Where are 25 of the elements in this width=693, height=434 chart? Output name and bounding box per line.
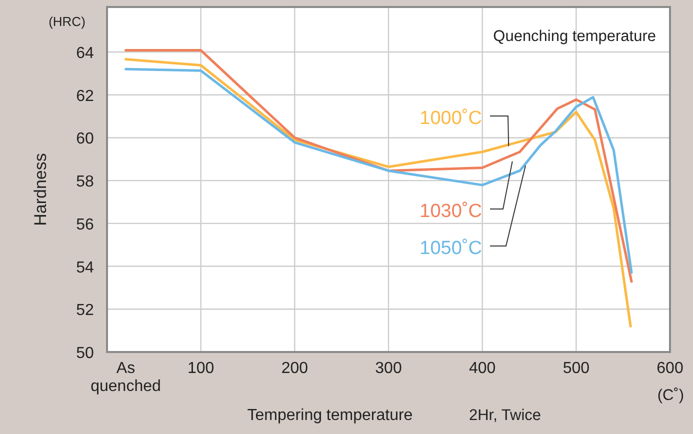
- x-tick-label: As quenched: [90, 360, 161, 395]
- x-axis-title: Tempering temperature: [247, 407, 413, 424]
- text: 2Hr, Twice: [468, 407, 542, 424]
- series-label: 1030˚C: [420, 201, 482, 222]
- y-tick-label: 56: [76, 216, 94, 234]
- text: (C˚): [657, 387, 684, 404]
- x-tick-label: 100: [187, 360, 214, 377]
- y-tick-label: 64: [76, 45, 94, 62]
- y-tick-label: 60: [76, 130, 94, 148]
- y-tick-label: 52: [76, 302, 94, 320]
- y-tick-label: 54: [76, 259, 94, 276]
- y-tick-label: 50: [76, 345, 94, 362]
- x-tick-label: 600: [656, 360, 684, 377]
- series-label: 1000˚C: [420, 108, 482, 129]
- text: 1050˚C: [420, 238, 482, 259]
- line-series: [124, 58, 632, 328]
- text: (HRC): [48, 14, 86, 29]
- x-tick-label: 300: [375, 360, 402, 377]
- x-tick-label: 200: [281, 360, 308, 377]
- y-axis-title: Hardness: [31, 153, 50, 226]
- y-tick-label: 58: [76, 174, 94, 191]
- x-tick-label: 400: [468, 360, 496, 377]
- y-tick-label: 62: [76, 88, 94, 105]
- x-tick-label: 500: [562, 360, 590, 377]
- legend-title: Quenching temperature: [493, 28, 656, 45]
